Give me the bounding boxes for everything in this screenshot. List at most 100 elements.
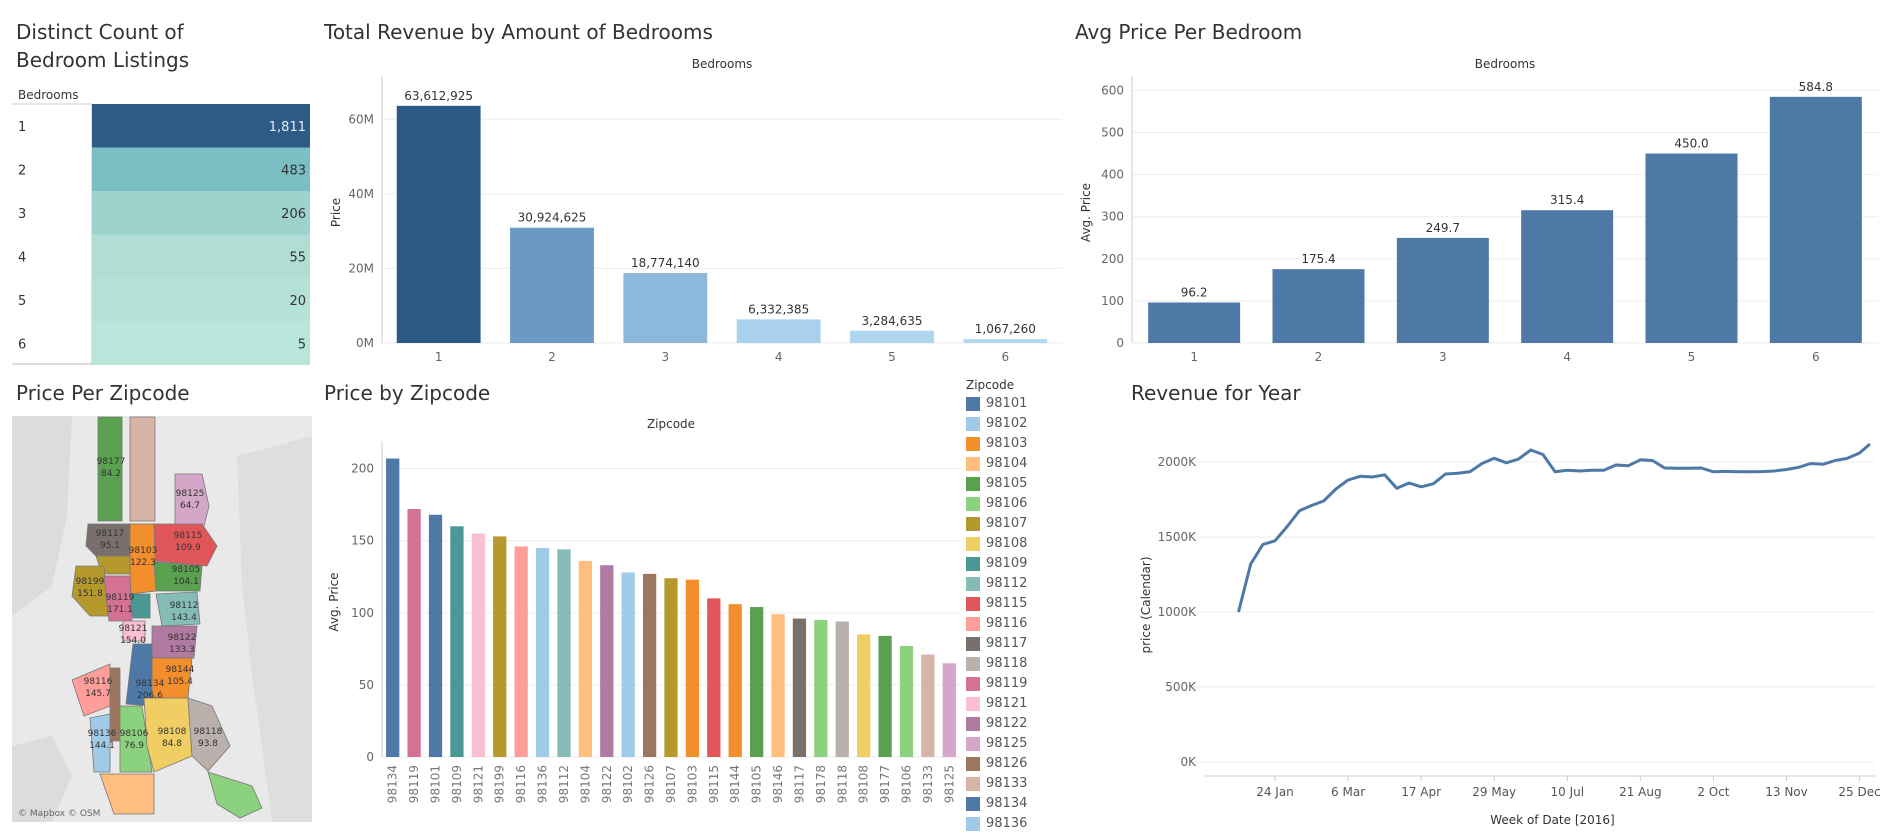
- map-region-98125[interactable]: [174, 473, 210, 527]
- legend-item-98116[interactable]: 98116: [966, 614, 1056, 634]
- legend-item-98108[interactable]: 98108: [966, 534, 1056, 554]
- map-region-98118[interactable]: [187, 697, 231, 772]
- legend-item-98122[interactable]: 98122: [966, 714, 1056, 734]
- map-label-98116: 98116 145.7: [84, 677, 113, 699]
- legend-item-98121[interactable]: 98121: [966, 694, 1056, 714]
- bar-label-2: 30,924,625: [518, 211, 587, 225]
- legend-item-98104[interactable]: 98104: [966, 454, 1056, 474]
- x-tick-98116: 98116: [514, 765, 528, 803]
- y-axis-label: Avg. Price: [327, 572, 341, 631]
- bar-98177: [878, 635, 892, 757]
- map-region-98199[interactable]: [71, 565, 109, 617]
- y-tick-600: 600: [1101, 83, 1124, 97]
- bar-5: [1645, 153, 1738, 343]
- x-tick-98105: 98105: [750, 765, 764, 803]
- legend-swatch: [966, 777, 980, 791]
- legend-label: 98108: [986, 536, 1028, 551]
- map-region-98108[interactable]: [143, 697, 193, 773]
- x-tick-98177: 98177: [878, 765, 892, 803]
- legend-title: Zipcode: [966, 378, 1015, 392]
- legend-item-98102[interactable]: 98102: [966, 414, 1056, 434]
- legend-item-98103[interactable]: 98103: [966, 434, 1056, 454]
- x-tick-8: 25 Dec: [1838, 785, 1880, 799]
- legend-item-98115[interactable]: 98115: [966, 594, 1056, 614]
- x-tick-7: 13 Nov: [1765, 785, 1808, 799]
- map-region-98133[interactable]: [129, 416, 156, 522]
- legend-item-98125[interactable]: 98125: [966, 734, 1056, 754]
- legend-label: 98105: [986, 476, 1028, 491]
- legend-item-98109[interactable]: 98109: [966, 554, 1056, 574]
- map-label-98144: 98144 105.4: [166, 665, 195, 687]
- legend-label: 98134: [986, 796, 1028, 811]
- legend-item-98107[interactable]: 98107: [966, 514, 1056, 534]
- bar-98146: [771, 614, 785, 757]
- bar-98125: [942, 663, 956, 757]
- legend-label: 98117: [986, 636, 1028, 651]
- y-tick-100: 100: [351, 606, 374, 620]
- bar-98122: [600, 565, 614, 757]
- legend-swatch: [966, 457, 980, 471]
- y-tick-0: 0: [366, 750, 374, 764]
- bar-label-2: 175.4: [1301, 252, 1335, 266]
- legend-item-98133[interactable]: 98133: [966, 774, 1056, 794]
- bar-98108: [857, 634, 871, 757]
- bar-6: [963, 339, 1048, 343]
- map-region-98105[interactable]: [153, 561, 203, 592]
- legend-item-98101[interactable]: 98101: [966, 394, 1056, 414]
- x-tick-98144: 98144: [728, 765, 742, 803]
- legend-swatch: [966, 577, 980, 591]
- legend-item-98112[interactable]: 98112: [966, 574, 1056, 594]
- legend-item-98136[interactable]: 98136: [966, 814, 1056, 834]
- x-tick-98126: 98126: [643, 765, 657, 803]
- map-region-98178[interactable]: [207, 771, 263, 819]
- x-tick-1: 1: [1190, 350, 1198, 364]
- map-region-98121[interactable]: [122, 620, 146, 642]
- legend-swatch: [966, 617, 980, 631]
- legend-item-98105[interactable]: 98105: [966, 474, 1056, 494]
- table-row-label-1: 1: [18, 120, 26, 135]
- bar-5: [850, 330, 934, 343]
- legend-swatch: [966, 397, 980, 411]
- x-axis-label: Week of Date [2016]: [1490, 813, 1614, 827]
- bar-98136: [535, 547, 550, 757]
- legend-swatch: [966, 497, 980, 511]
- legend-item-98117[interactable]: 98117: [966, 634, 1056, 654]
- map-label-98103: 98103 122.3: [129, 546, 158, 568]
- map-region-98136[interactable]: [89, 713, 111, 773]
- legend-swatch: [966, 737, 980, 751]
- map-region-98177[interactable]: [97, 416, 123, 522]
- x-tick-98119: 98119: [407, 765, 421, 803]
- table-cell-6: [92, 321, 310, 365]
- revenue-line-chart: 0K 500K 1000K 1500K 2000K price (Calendar) 24 …: [1139, 442, 1881, 827]
- x-tick-98125: 98125: [942, 765, 956, 803]
- chart-header: Bedrooms: [692, 57, 753, 71]
- legend-item-98126[interactable]: 98126: [966, 754, 1056, 774]
- x-tick-98103: 98103: [685, 765, 699, 803]
- x-tick-5: 5: [1688, 350, 1696, 364]
- map-region-98106[interactable]: [119, 705, 153, 773]
- map-title: Price Per Zipcode: [16, 381, 190, 405]
- x-tick-98104: 98104: [578, 765, 592, 803]
- y-tick-0: 0: [1116, 336, 1124, 350]
- legend-item-98119[interactable]: 98119: [966, 674, 1056, 694]
- legend-label: 98104: [986, 456, 1028, 471]
- legend-item-98134[interactable]: 98134: [966, 794, 1056, 814]
- table-cell-5: [92, 278, 310, 322]
- legend-label: 98136: [986, 816, 1028, 831]
- avg-price-title: Avg Price Per Bedroom: [1075, 20, 1303, 44]
- legend-item-98118[interactable]: 98118: [966, 654, 1056, 674]
- bar-1: [1148, 302, 1241, 343]
- bar-label-5: 450.0: [1674, 137, 1708, 151]
- legend-item-98106[interactable]: 98106: [966, 494, 1056, 514]
- zipcode-map[interactable]: 98177 84.2 98125 64.7 98117 95.1 98115 109.9 981…: [12, 416, 312, 822]
- table-value-4: 55: [289, 250, 306, 265]
- map-region-98146[interactable]: [99, 773, 155, 815]
- map-region-98109[interactable]: [129, 593, 151, 619]
- table-row-label-4: 4: [18, 250, 26, 265]
- legend-swatch: [966, 657, 980, 671]
- map-region-98112[interactable]: [155, 591, 201, 627]
- bar-3: [1396, 237, 1489, 343]
- y-tick-2000K: 2000K: [1158, 455, 1198, 469]
- legend-swatch: [966, 597, 980, 611]
- bar-98116: [514, 546, 528, 757]
